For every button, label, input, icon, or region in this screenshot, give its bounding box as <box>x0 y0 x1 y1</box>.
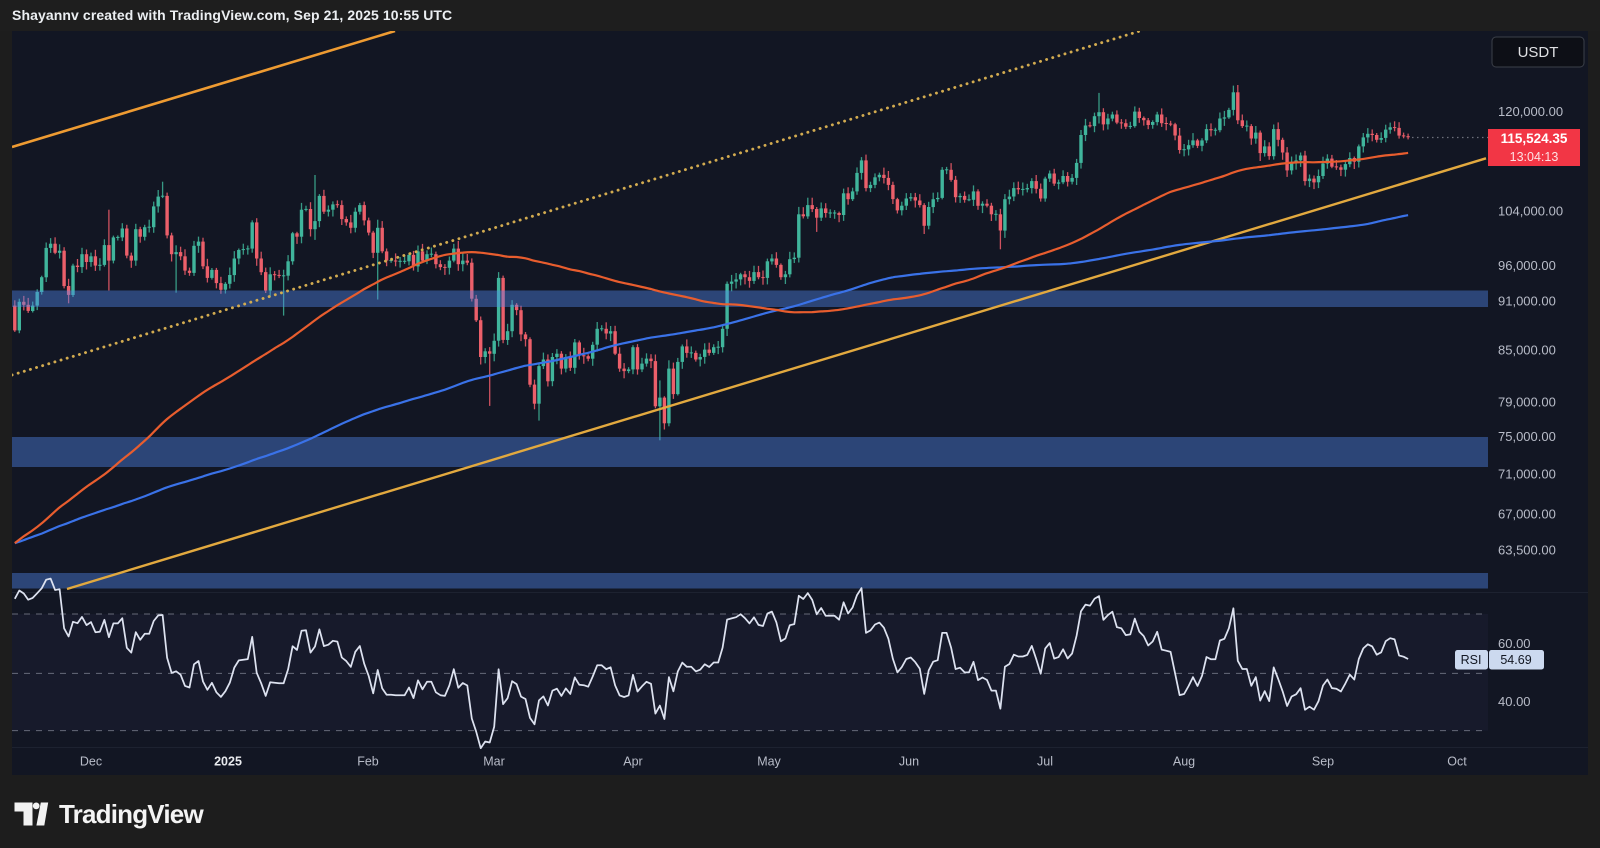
svg-text:85,000.00: 85,000.00 <box>1498 343 1556 358</box>
svg-text:63,500.00: 63,500.00 <box>1498 543 1556 558</box>
svg-text:Mar: Mar <box>483 755 505 769</box>
svg-text:40.00: 40.00 <box>1498 694 1531 709</box>
svg-text:Sep: Sep <box>1312 755 1334 769</box>
svg-text:Oct: Oct <box>1447 755 1467 769</box>
svg-text:96,000.00: 96,000.00 <box>1498 258 1556 273</box>
svg-text:67,000.00: 67,000.00 <box>1498 507 1556 522</box>
svg-text:79,000.00: 79,000.00 <box>1498 395 1556 410</box>
svg-text:Apr: Apr <box>623 755 642 769</box>
svg-text:75,000.00: 75,000.00 <box>1498 429 1556 444</box>
svg-text:Feb: Feb <box>357 755 379 769</box>
svg-text:13:04:13: 13:04:13 <box>1510 150 1559 164</box>
svg-text:Dec: Dec <box>80 755 102 769</box>
svg-text:Jul: Jul <box>1037 755 1053 769</box>
svg-text:115,524.35: 115,524.35 <box>1501 131 1568 146</box>
svg-text:May: May <box>757 755 781 769</box>
svg-text:USDT: USDT <box>1518 44 1559 61</box>
svg-text:Aug: Aug <box>1173 755 1195 769</box>
svg-text:RSI: RSI <box>1461 653 1482 667</box>
svg-text:54.69: 54.69 <box>1500 653 1531 667</box>
svg-text:104,000.00: 104,000.00 <box>1498 204 1563 219</box>
svg-text:60.00: 60.00 <box>1498 636 1531 651</box>
svg-text:91,000.00: 91,000.00 <box>1498 294 1556 309</box>
svg-text:Jun: Jun <box>899 755 919 769</box>
svg-text:71,000.00: 71,000.00 <box>1498 467 1556 482</box>
svg-text:2025: 2025 <box>214 755 242 769</box>
svg-text:120,000.00: 120,000.00 <box>1498 104 1563 119</box>
